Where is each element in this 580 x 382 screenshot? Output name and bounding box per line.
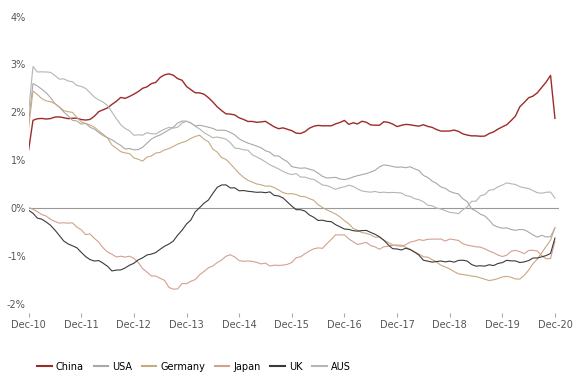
Legend: China, USA, Germany, Japan, UK, AUS: China, USA, Germany, Japan, UK, AUS	[34, 358, 354, 376]
